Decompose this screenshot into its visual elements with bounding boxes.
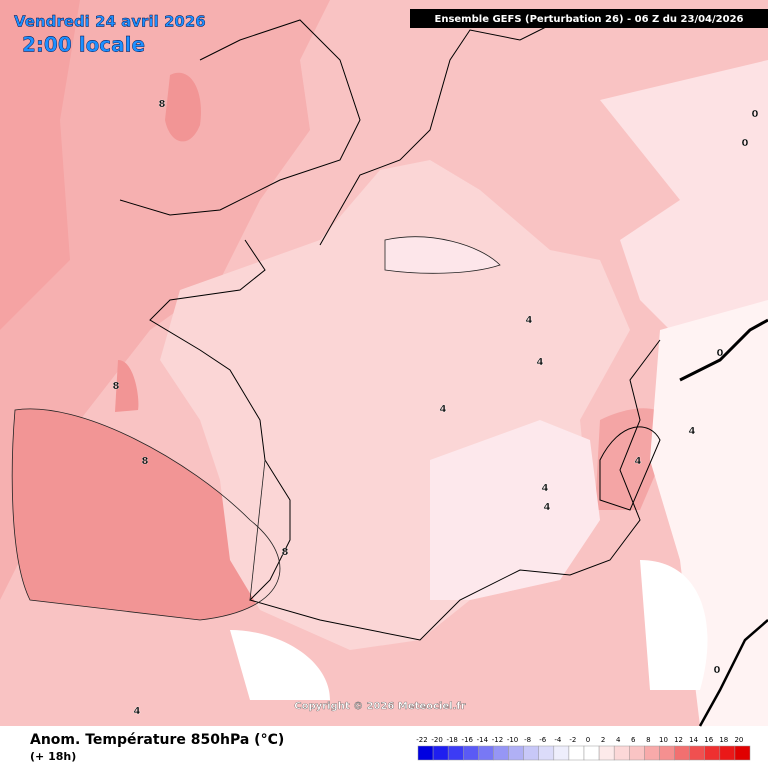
scale-label: 2 xyxy=(601,736,605,744)
scale-swatch xyxy=(598,745,615,761)
scale-swatch xyxy=(734,745,751,761)
cool-region xyxy=(650,300,768,726)
contour-label: 0 xyxy=(717,348,724,359)
scale-swatch xyxy=(704,745,721,761)
scale-label: -14 xyxy=(477,736,489,744)
contour-label: 8 xyxy=(159,99,166,110)
scale-label: 10 xyxy=(659,736,668,744)
scale-label: 12 xyxy=(674,736,683,744)
scale-swatch xyxy=(568,745,585,761)
warm-region xyxy=(0,0,330,600)
contour-label: 4 xyxy=(537,357,544,368)
cool-region xyxy=(430,420,600,600)
cool-region xyxy=(385,236,500,274)
scale-label: -6 xyxy=(539,736,547,744)
warm-core xyxy=(115,360,139,412)
scale-swatch xyxy=(463,745,479,761)
contour-label: 0 xyxy=(714,665,721,676)
warm-core xyxy=(12,408,280,620)
scale-swatch xyxy=(719,745,736,761)
scale-swatch xyxy=(447,745,464,761)
scale-label: -16 xyxy=(462,736,474,744)
cool-region xyxy=(600,60,768,340)
scale-label: 6 xyxy=(631,736,636,744)
color-scale: -22 -20 -18 -16 -14 -12 -10 -8 -6 -4 -2 0 2 4 6 8 10 12 14… xyxy=(416,736,751,761)
contour-label: 8 xyxy=(142,456,149,467)
warm-region xyxy=(0,0,80,330)
contour-label: 0 xyxy=(752,109,759,120)
scale-label: 8 xyxy=(646,736,650,744)
contour-label: 4 xyxy=(689,426,696,437)
contour-label: 0 xyxy=(742,138,749,149)
scale-swatch xyxy=(613,745,630,761)
contour-label: 4 xyxy=(635,456,642,467)
contour-label: 8 xyxy=(282,547,289,558)
scale-swatch xyxy=(417,745,434,761)
scale-swatch xyxy=(689,745,705,761)
contour-label: 4 xyxy=(526,315,533,326)
forecast-date: Vendredi 24 avril 2026 xyxy=(14,13,206,31)
map-title: Anom. Température 850hPa (°C) xyxy=(30,732,284,748)
contour-labels: 8 8 8 8 4 4 4 4 4 4 4 4 0 0 0 0 xyxy=(112,99,759,717)
neutral-area xyxy=(230,560,708,700)
scale-label: 20 xyxy=(734,736,743,744)
contours xyxy=(11,236,501,621)
scale-label: 0 xyxy=(586,736,590,744)
contour-label: 4 xyxy=(544,502,551,513)
scale-swatch xyxy=(478,745,494,761)
scale-swatch xyxy=(583,745,600,761)
lead-time: (+ 18h) xyxy=(30,750,76,763)
scale-swatch xyxy=(538,745,555,761)
contour-label: 4 xyxy=(134,706,141,717)
scale-label: -10 xyxy=(507,736,518,744)
scale-swatch xyxy=(659,745,675,761)
scale-label: 4 xyxy=(616,736,621,744)
scale-label: -18 xyxy=(446,736,457,744)
scale-label: 16 xyxy=(704,736,713,744)
scale-label: -8 xyxy=(524,736,531,744)
scale-label: 14 xyxy=(689,736,698,744)
contour-label: 4 xyxy=(440,404,447,415)
scale-label: -12 xyxy=(492,736,503,744)
scale-swatch xyxy=(508,745,524,761)
scale-label: -22 xyxy=(416,736,427,744)
scale-swatch xyxy=(523,745,539,761)
scale-label: -4 xyxy=(554,736,562,744)
scale-swatch xyxy=(644,745,660,761)
scale-swatch xyxy=(674,745,690,761)
copyright: Copyright © 2026 Meteociel.fr xyxy=(294,701,465,712)
run-banner xyxy=(410,9,768,28)
contour-label: 4 xyxy=(542,483,549,494)
scale-swatch xyxy=(553,745,570,761)
coastlines xyxy=(119,19,768,727)
scale-swatch xyxy=(432,745,449,761)
forecast-time: 2:00 locale xyxy=(22,33,145,57)
scale-swatch xyxy=(493,745,509,761)
scale-label: -2 xyxy=(569,736,576,744)
contour-label: 8 xyxy=(113,381,120,392)
scale-swatch xyxy=(629,745,645,761)
run-info: Ensemble GEFS (Perturbation 26) - 06 Z d… xyxy=(435,14,744,25)
warm-core xyxy=(165,72,201,142)
scale-label: -20 xyxy=(431,736,442,744)
scale-label: 18 xyxy=(719,736,728,744)
